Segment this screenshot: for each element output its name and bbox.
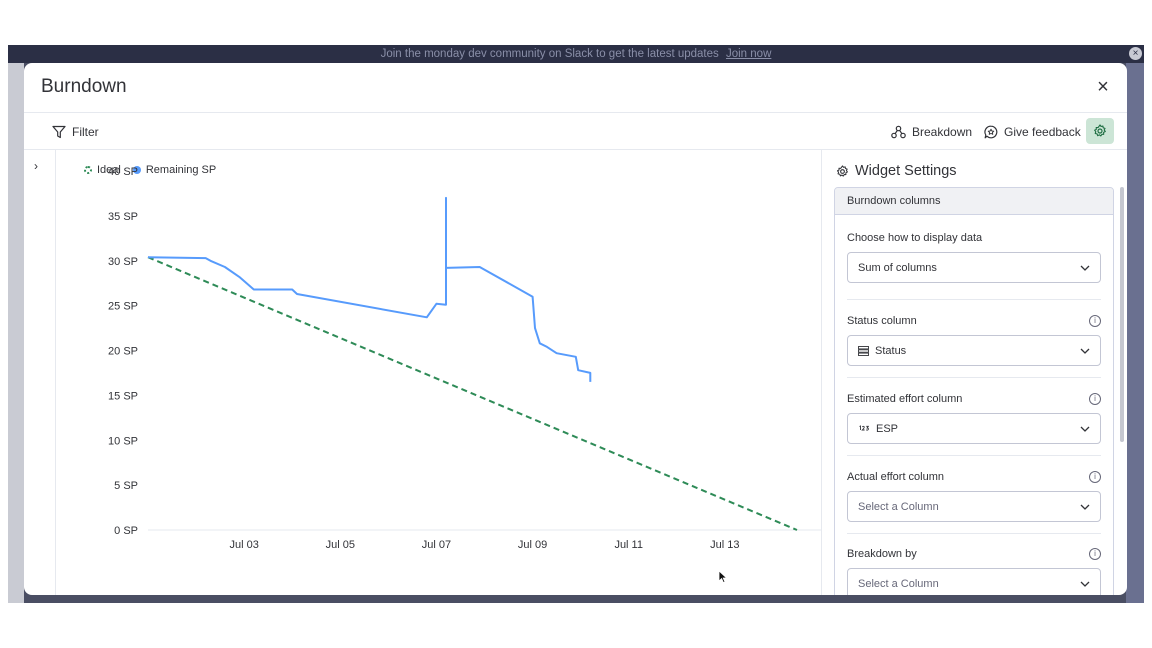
legend-label-ideal: Ideal — [97, 164, 121, 176]
field-label: Choose how to display data — [847, 232, 983, 244]
chevron-down-icon — [1080, 265, 1090, 271]
y-tick-label: 40 SP — [108, 166, 138, 178]
x-tick-label: Jul 11 — [614, 539, 643, 551]
actual-effort-field: Actual effort column i Select a Column — [847, 469, 1101, 522]
remaining-sp-series-line — [147, 196, 592, 382]
breakdown-button[interactable]: Breakdown — [891, 120, 972, 144]
x-tick-label: Jul 07 — [422, 539, 451, 551]
numbers-column-icon — [859, 424, 870, 431]
settings-button[interactable] — [1086, 118, 1114, 144]
divider — [821, 150, 822, 595]
panel-scrollbar[interactable] — [1120, 187, 1124, 442]
y-tick-label: 15 SP — [108, 390, 138, 402]
chevron-down-icon — [1080, 581, 1090, 587]
modal-title: Burndown — [41, 76, 127, 97]
divider — [24, 149, 1127, 150]
breakdown-label: Breakdown — [912, 125, 973, 139]
ideal-marker-icon — [84, 166, 92, 174]
chart-plot: 0 SP 5 SP 10 SP 15 SP 20 SP 25 SP 30 SP 35 SP 40… — [108, 166, 821, 551]
filter-button[interactable]: Filter — [52, 120, 99, 144]
filter-icon — [52, 125, 66, 139]
chevron-down-icon — [1080, 426, 1090, 432]
divider — [24, 112, 1127, 113]
join-now-link[interactable]: Join now — [725, 48, 772, 60]
feedback-icon — [984, 125, 998, 139]
y-tick-label: 20 SP — [108, 346, 138, 358]
dropdown-value: Sum of columns — [858, 261, 937, 274]
burndown-modal: Burndown × Filter Breakdown Give feedbac… — [24, 63, 1127, 595]
actual-effort-dropdown[interactable]: Select a Column — [847, 491, 1101, 522]
estimated-effort-field: Estimated effort column i ESP — [847, 391, 1101, 444]
section-header: Burndown columns — [835, 188, 1113, 215]
x-tick-label: Jul 13 — [710, 539, 739, 551]
divider — [847, 533, 1101, 534]
chevron-down-icon — [1080, 504, 1090, 510]
dropdown-value: ESP — [876, 422, 899, 435]
banner-text: Join the monday dev community on Slack t… — [380, 48, 719, 60]
divider — [55, 150, 56, 595]
breakdown-icon — [891, 125, 906, 139]
community-banner: Join the monday dev community on Slack t… — [8, 45, 1144, 63]
display-data-dropdown[interactable]: Sum of columns — [847, 252, 1101, 283]
estimated-effort-dropdown[interactable]: ESP — [847, 413, 1101, 444]
gear-icon — [836, 164, 848, 177]
y-tick-label: 5 SP — [114, 480, 138, 492]
y-tick-label: 25 SP — [108, 301, 138, 313]
give-feedback-button[interactable]: Give feedback — [984, 120, 1081, 144]
filter-label: Filter — [72, 125, 99, 139]
gear-icon — [1094, 124, 1106, 137]
status-column-dropdown[interactable]: Status — [847, 335, 1101, 366]
field-label: Status column — [847, 315, 917, 327]
chevron-down-icon — [1080, 348, 1090, 354]
y-tick-label: 0 SP — [114, 525, 138, 537]
breakdown-by-field: Breakdown by i Select a Column — [847, 546, 1101, 595]
field-label: Actual effort column — [847, 471, 945, 483]
breakdown-by-dropdown[interactable]: Select a Column — [847, 568, 1101, 595]
dropdown-value: Select a Column — [858, 500, 939, 513]
legend-item-ideal: Ideal — [84, 164, 121, 176]
feedback-label: Give feedback — [1004, 125, 1081, 139]
remaining-marker-icon — [132, 166, 141, 174]
close-icon[interactable]: × — [1097, 76, 1109, 98]
dropdown-value: Status — [875, 344, 907, 357]
x-tick-label: Jul 03 — [229, 539, 258, 551]
y-tick-label: 10 SP — [108, 435, 138, 447]
widget-settings-title: Widget Settings — [836, 163, 957, 179]
widget-settings-label: Widget Settings — [855, 163, 957, 179]
legend-label-remaining: Remaining SP — [145, 164, 217, 176]
ideal-series-line — [147, 256, 798, 531]
field-label: Breakdown by — [847, 548, 917, 560]
background-sidebar — [8, 63, 24, 603]
dropdown-value: Select a Column — [858, 577, 939, 590]
x-tick-label: Jul 09 — [518, 539, 547, 551]
burndown-columns-section: Burndown columns Choose how to display d… — [834, 187, 1114, 595]
burndown-chart: Ideal Remaining SP 0 SP 5 SP 10 SP 15 SP 20 … — [56, 150, 821, 595]
widget-settings-panel: Widget Settings Burndown columns Choose … — [822, 150, 1127, 595]
toolbar: Filter Breakdown Give feedback — [24, 113, 1127, 149]
info-icon[interactable]: i — [1089, 471, 1101, 483]
status-column-field: Status column i Status — [847, 313, 1101, 366]
divider — [847, 377, 1101, 378]
y-tick-label: 35 SP — [108, 211, 138, 223]
status-column-icon — [858, 345, 869, 356]
background-board — [1126, 63, 1144, 603]
display-data-field: Choose how to display data Sum of column… — [847, 230, 1101, 283]
y-tick-label: 30 SP — [108, 256, 138, 268]
info-icon[interactable]: i — [1089, 548, 1101, 560]
info-icon[interactable]: i — [1089, 315, 1101, 327]
expand-chevron-icon[interactable]: › — [34, 159, 38, 173]
banner-close-icon[interactable]: × — [1129, 47, 1142, 60]
divider — [847, 455, 1101, 456]
divider — [847, 299, 1101, 300]
info-icon[interactable]: i — [1089, 393, 1101, 405]
legend-item-remaining: Remaining SP — [132, 164, 217, 176]
field-label: Estimated effort column — [847, 393, 963, 405]
chart-legend: Ideal Remaining SP — [84, 164, 216, 176]
x-tick-label: Jul 05 — [326, 539, 355, 551]
mouse-cursor-icon — [718, 570, 728, 584]
